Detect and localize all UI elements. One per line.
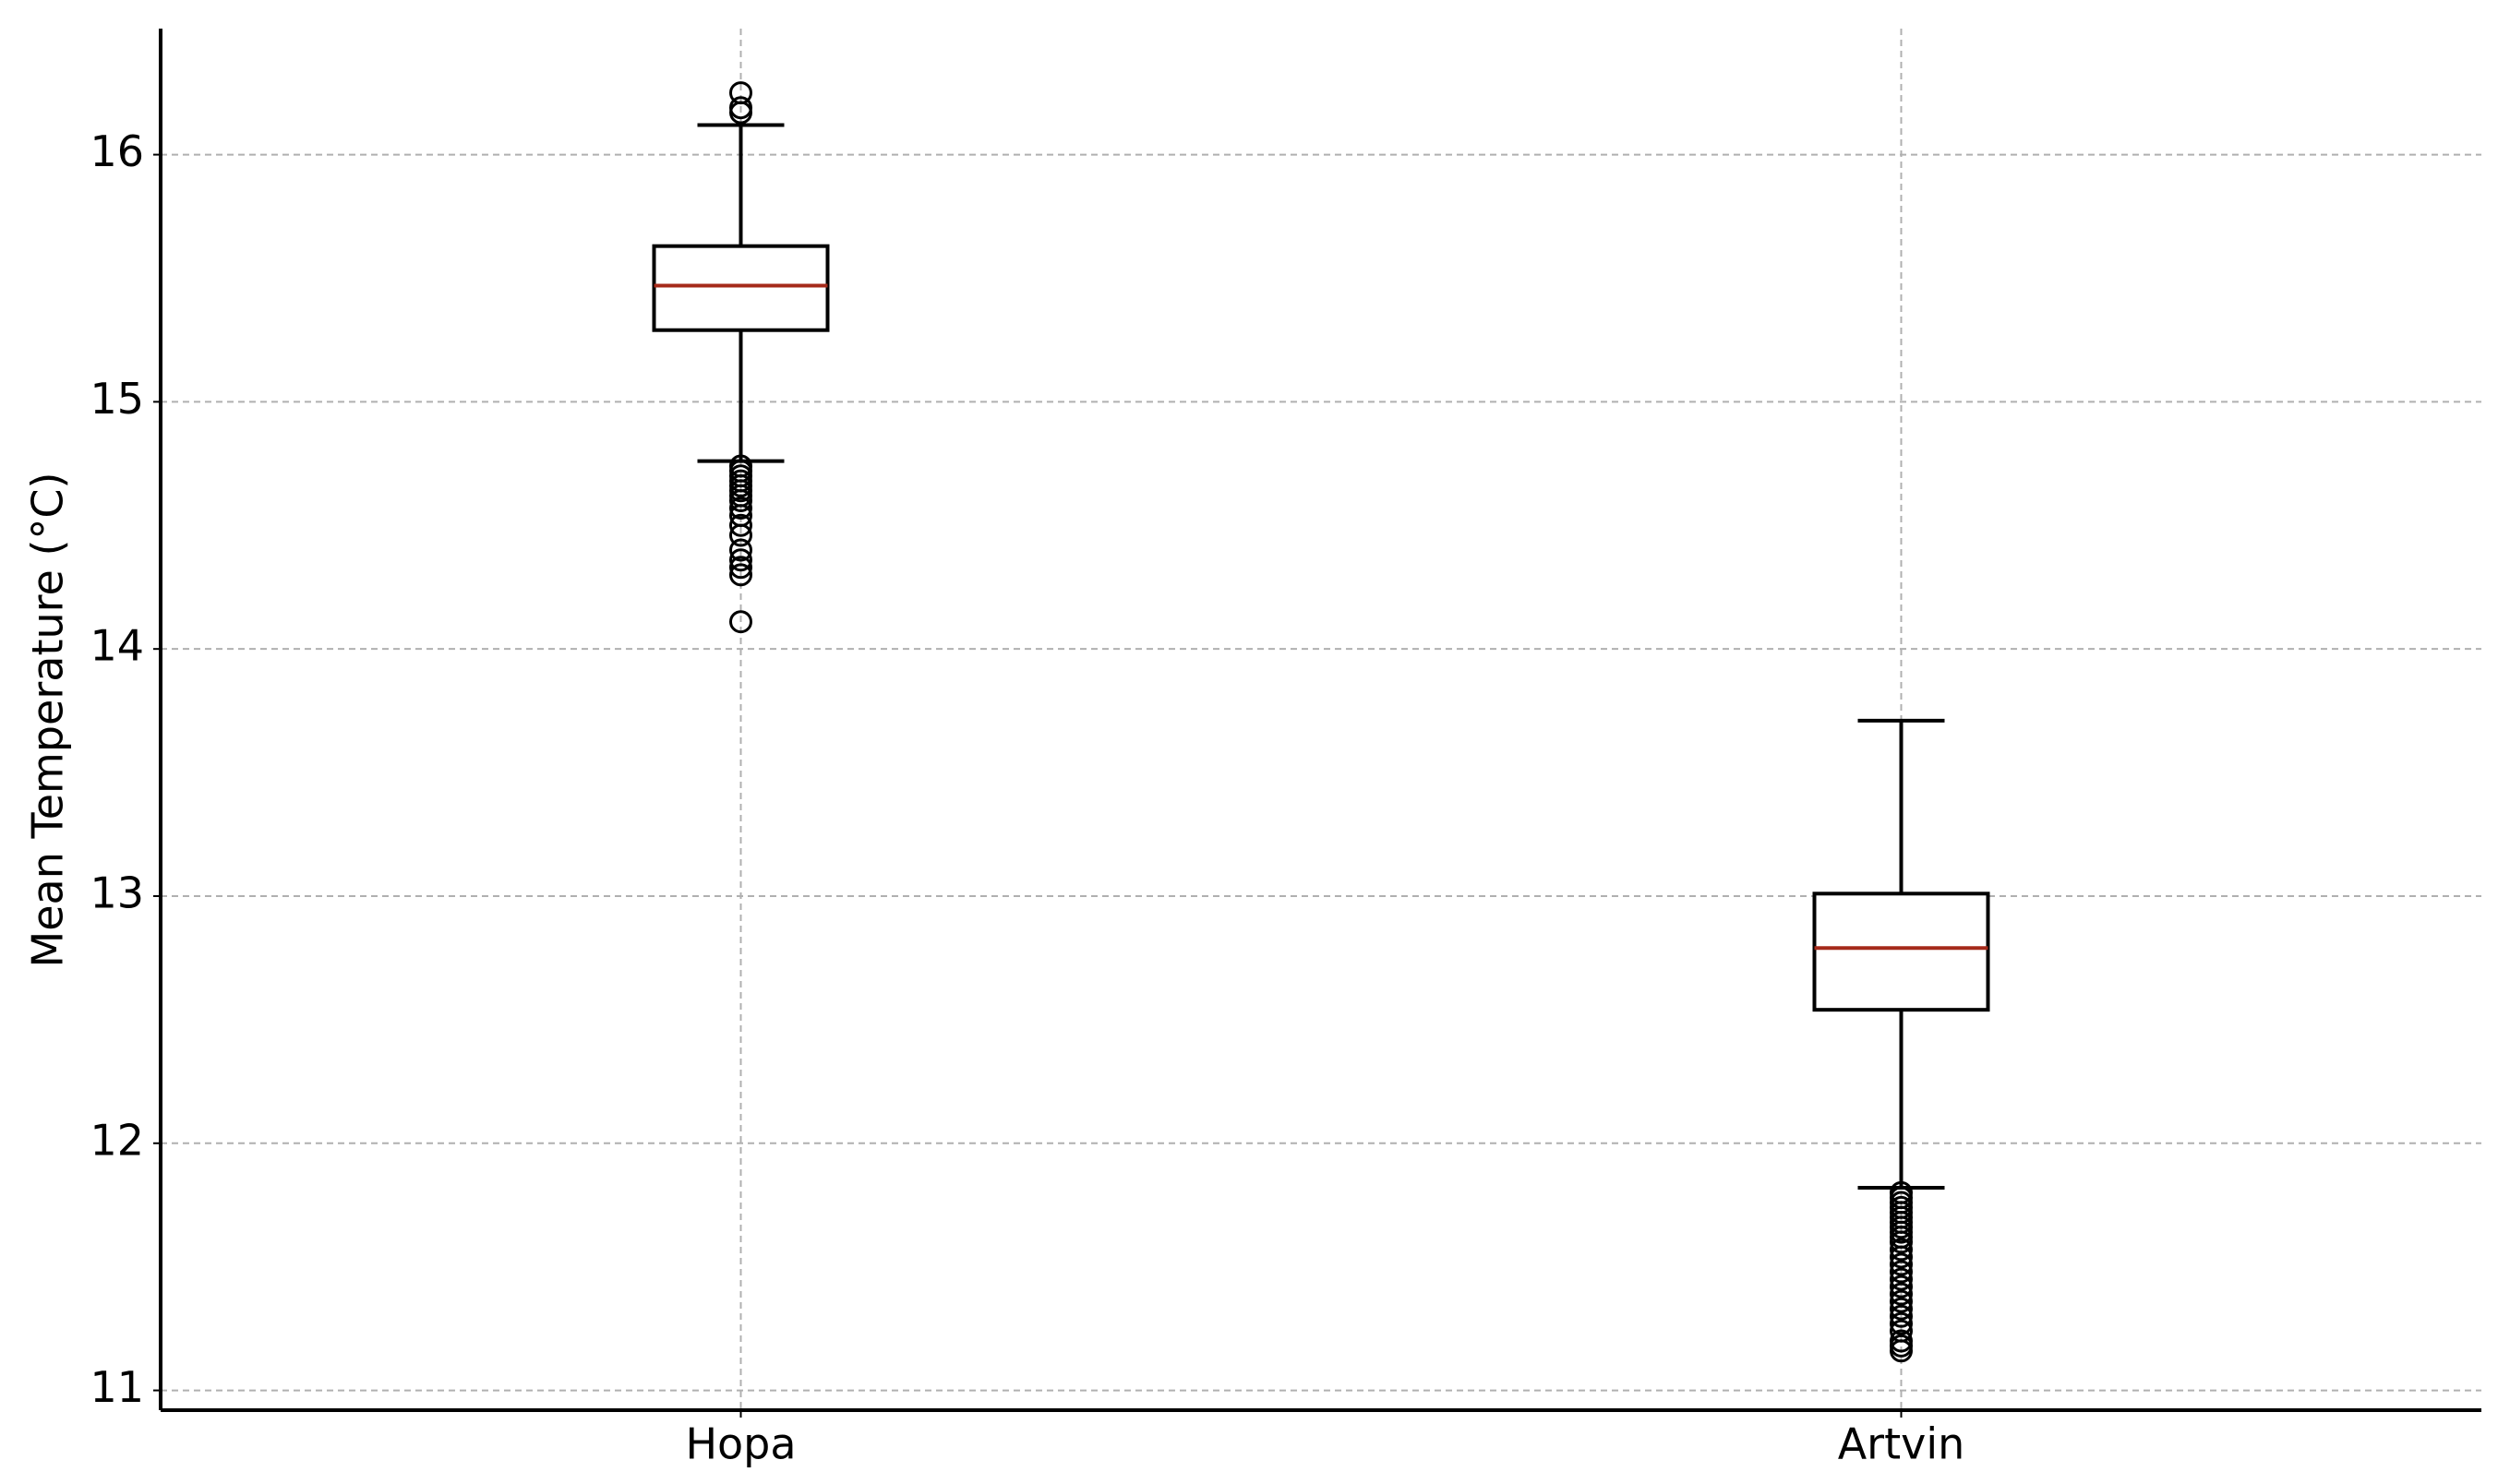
box: [1812, 892, 1990, 1012]
outlier: [1890, 1238, 1913, 1262]
outlier: [1890, 1252, 1913, 1276]
outlier: [1890, 1267, 1913, 1291]
outlier: [1890, 1282, 1913, 1306]
outlier: [729, 523, 752, 547]
box: [652, 244, 830, 332]
x-tick-label: Hopa: [685, 1419, 796, 1469]
x-tick-label: Artvin: [1838, 1419, 1965, 1469]
outlier: [1890, 1260, 1913, 1284]
outlier: [1890, 1245, 1913, 1269]
y-tick-label: 13: [90, 868, 144, 917]
y-tick-label: 12: [90, 1115, 144, 1165]
outlier: [1890, 1311, 1913, 1335]
y-tick-label: 11: [90, 1362, 144, 1412]
outlier: [1890, 1289, 1913, 1313]
outlier: [729, 513, 752, 537]
outlier: [729, 497, 752, 521]
outlier: [729, 563, 752, 587]
outlier: [1890, 1304, 1913, 1328]
y-tick-label: 16: [90, 126, 144, 176]
y-tick-label: 14: [90, 621, 144, 671]
outlier: [729, 556, 752, 580]
outlier: [1890, 1230, 1913, 1254]
y-axis-label: Mean Temperature (°C): [23, 473, 73, 968]
y-tick-label: 15: [90, 374, 144, 424]
outlier: [729, 101, 752, 125]
outlier: [1890, 1339, 1913, 1363]
outlier: [729, 610, 752, 634]
outlier: [729, 548, 752, 572]
outlier: [729, 538, 752, 562]
outlier: [729, 488, 752, 512]
outlier: [1890, 1297, 1913, 1321]
outlier: [1890, 1275, 1913, 1298]
